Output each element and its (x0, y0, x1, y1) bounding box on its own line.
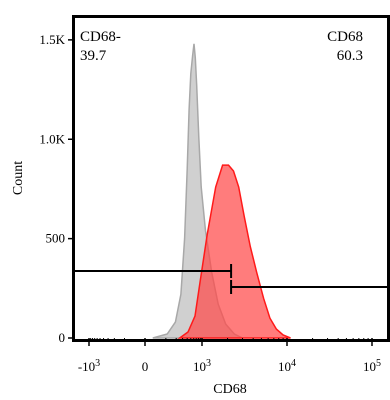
gate-right-value: 60.3 (337, 48, 363, 64)
gate-left-value: 39.7 (80, 48, 107, 64)
y-tick-label-0: 0 (59, 330, 66, 345)
y-tick-label-2: 1.0K (39, 131, 65, 146)
y-axis-label: Count (11, 161, 26, 195)
x-axis-label: CD68 (213, 382, 246, 397)
histogram-series-layer (152, 43, 291, 339)
plot-frame (72, 15, 390, 342)
x-tick-label-3: 104 (278, 358, 296, 375)
y-axis: 0 500 1.0K 1.5K (39, 32, 75, 345)
x-tick-label-4: 105 (363, 358, 381, 375)
gate-layer (75, 264, 387, 294)
histogram-series-cd68 (177, 164, 291, 339)
y-tick-label-1: 500 (46, 231, 66, 246)
y-tick-label-3: 1.5K (39, 32, 65, 47)
x-tick-label-0: -103 (78, 358, 100, 375)
x-tick-label-2: 103 (193, 358, 211, 375)
x-axis: -103 0 103 104 105 (78, 338, 381, 374)
x-tick-label-1: 0 (142, 359, 149, 374)
gate-right-label: CD68 (327, 29, 363, 45)
gate-left-label: CD68- (80, 29, 121, 45)
